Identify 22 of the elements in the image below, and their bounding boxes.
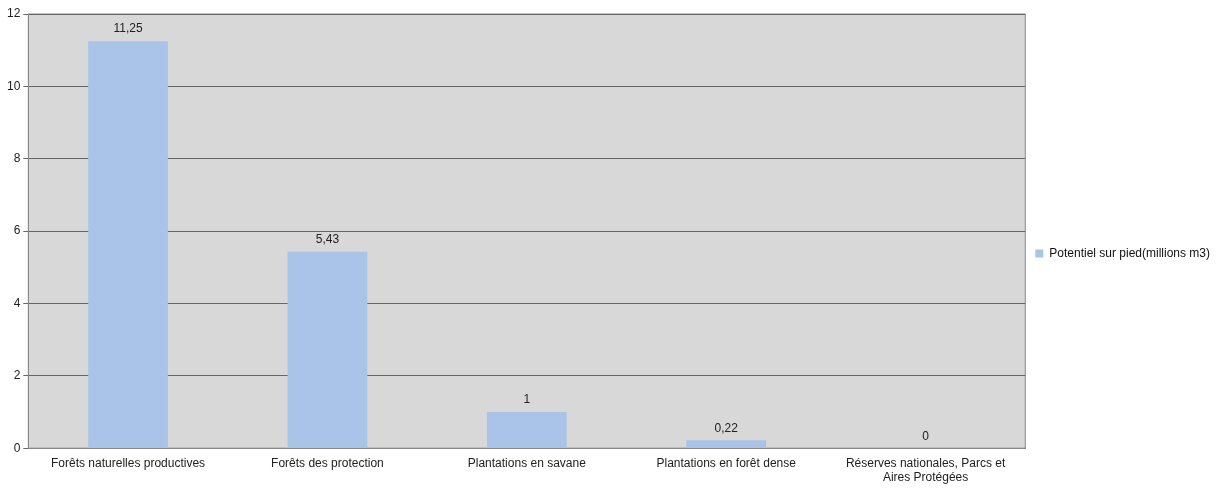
bar (88, 41, 168, 448)
y-tick-label: 8 (13, 151, 21, 166)
y-tick-label: 4 (13, 295, 21, 310)
data-label: 1 (523, 392, 531, 407)
y-tick-label: 6 (13, 223, 21, 238)
x-tick-label: Plantations en savane (467, 455, 587, 470)
data-label: 0,22 (714, 420, 739, 435)
y-tick-label: 2 (13, 368, 21, 383)
data-label: 11,25 (113, 21, 143, 36)
y-tick-label: 12 (6, 6, 21, 21)
y-tick-label: 0 (13, 440, 21, 455)
x-tick-label: Réserves nationales, Parcs et Aires Protégées (845, 455, 1006, 485)
data-label: 0 (922, 428, 930, 443)
bar (287, 251, 368, 448)
bar (486, 412, 567, 448)
data-label: 5,43 (315, 232, 340, 247)
y-tick-label: 10 (6, 78, 21, 93)
x-tick-label: Forêts des protection (271, 455, 384, 470)
bar (686, 440, 767, 448)
legend-label: Potentiel sur pied(millions m3) (1049, 245, 1211, 260)
x-tick-label: Forêts naturelles productives (51, 455, 206, 470)
x-tick-label: Plantations en forêt dense (656, 455, 797, 470)
